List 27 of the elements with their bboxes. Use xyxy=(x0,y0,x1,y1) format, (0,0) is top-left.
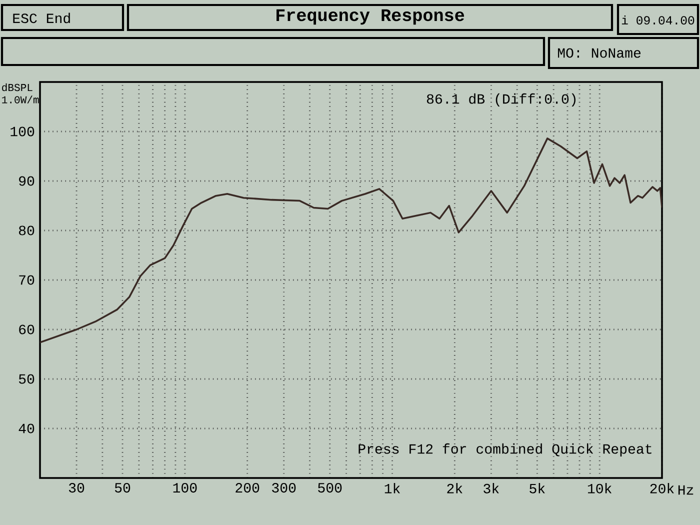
chart-title: Frequency Response xyxy=(276,9,464,25)
y-tick-label: 60 xyxy=(19,324,34,334)
x-tick-label: 200 xyxy=(236,483,260,493)
x-axis-title: Hz xyxy=(678,485,694,495)
y-tick-label: 100 xyxy=(10,126,34,136)
y-tick-label: 50 xyxy=(18,374,34,384)
annotation: Press F12 for combined Quick Repeat xyxy=(358,443,652,457)
x-tick-label: 50 xyxy=(114,483,130,493)
text: MO: NoName xyxy=(558,48,641,58)
annotation: 86.1 dB (Diff:0.0) xyxy=(426,93,576,107)
x-tick-label: 2k xyxy=(447,483,462,494)
x-tick-label: 500 xyxy=(318,483,342,493)
text: i 09.04.00 xyxy=(622,15,694,25)
y-tick-label: 70 xyxy=(19,275,34,285)
x-tick-label: 300 xyxy=(272,483,296,493)
y-tick-label: 80 xyxy=(19,226,34,236)
y-axis-title: dBSPL 1.0W/m xyxy=(2,83,39,104)
x-tick-label: 1k xyxy=(384,483,400,494)
y-tick-label: 40 xyxy=(18,424,34,434)
x-tick-label: 30 xyxy=(68,483,84,493)
x-tick-label: 10k xyxy=(588,483,612,494)
x-tick-label: 3k xyxy=(484,483,499,494)
y-tick-label: 90 xyxy=(19,176,34,186)
x-tick-label: 100 xyxy=(173,483,197,493)
x-tick-label: 5k xyxy=(530,483,545,494)
x-tick-label: 20k xyxy=(650,483,674,494)
text: ESC End xyxy=(13,12,70,24)
